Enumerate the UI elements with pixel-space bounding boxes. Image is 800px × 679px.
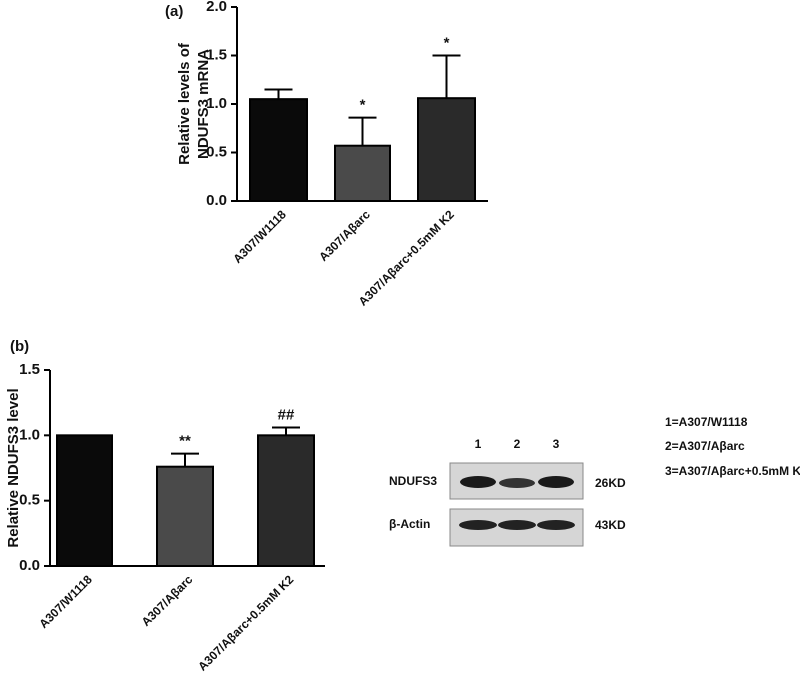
- blot: 1 2 3 NDUFS3 β-Actin 26KD 43KD 1=A307/W1…: [389, 415, 800, 547]
- y-axis-label: Relative NDUFS3 level: [5, 388, 22, 547]
- x-tick-label: A307/Aβarc: [316, 207, 373, 264]
- y-tick-label: 1.0: [206, 95, 227, 112]
- y-tick-label: 0.5: [206, 143, 227, 160]
- x-tick-label: A307/W1118: [36, 572, 95, 631]
- panel-label: (a): [165, 3, 183, 20]
- bar: [257, 434, 315, 568]
- bar: [156, 465, 214, 567]
- size-label: 43KD: [595, 518, 626, 532]
- bar: [417, 97, 476, 202]
- y-tick-label: 1.5: [19, 361, 40, 378]
- y-axis-label: NDUFS3 mRNA: [195, 49, 212, 159]
- bar: [249, 98, 308, 202]
- y-tick-label: 2.0: [206, 0, 227, 15]
- band: [499, 478, 535, 488]
- band: [459, 520, 497, 530]
- x-tick-label: A307/Aβarc+0.5mM K2: [356, 207, 457, 308]
- lane-label: 2: [514, 437, 521, 451]
- significance-mark: *: [360, 97, 366, 114]
- significance-mark: *: [444, 34, 450, 51]
- x-tick-label: A307/Aβarc: [139, 572, 196, 629]
- legend-entry: 3=A307/Aβarc+0.5mM K2: [665, 464, 800, 478]
- band: [498, 520, 536, 530]
- band: [460, 476, 496, 488]
- x-tick-label: A307/Aβarc+0.5mM K2: [195, 572, 296, 673]
- bar: [56, 434, 113, 568]
- bar: [334, 144, 391, 203]
- x-tick-label: A307/W1118: [230, 207, 289, 266]
- band: [538, 476, 574, 488]
- lane-label: 1: [475, 437, 482, 451]
- y-tick-label: 0.0: [19, 557, 40, 574]
- significance-mark: **: [179, 433, 191, 450]
- legend-entry: 1=A307/W1118: [665, 415, 748, 429]
- panel-label: (b): [10, 338, 29, 355]
- y-tick-label: 0.5: [19, 492, 40, 509]
- protein-label: NDUFS3: [389, 474, 437, 488]
- legend-entry: 2=A307/Aβarc: [665, 439, 745, 453]
- size-label: 26KD: [595, 476, 626, 490]
- band: [537, 520, 575, 530]
- lane-label: 3: [553, 437, 560, 451]
- y-tick-label: 1.0: [19, 426, 40, 443]
- significance-mark: ##: [278, 406, 295, 423]
- y-tick-label: 1.5: [206, 46, 227, 63]
- y-axis-label: Relative levels of: [176, 42, 193, 165]
- protein-label: β-Actin: [389, 517, 430, 531]
- y-tick-label: 0.0: [206, 192, 227, 209]
